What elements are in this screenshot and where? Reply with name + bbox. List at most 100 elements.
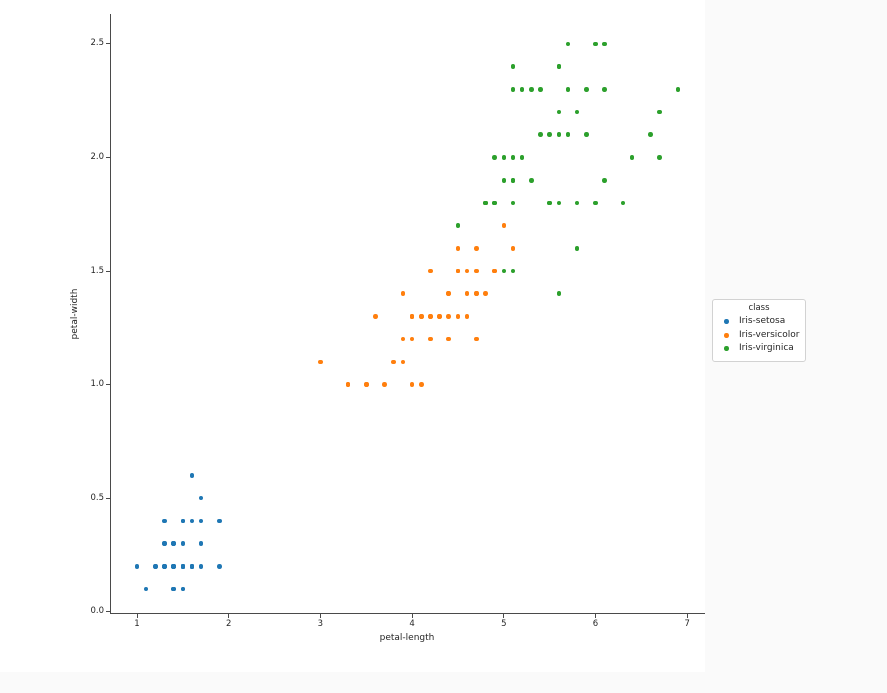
- data-point: [593, 200, 598, 206]
- data-point: [318, 359, 323, 365]
- data-point: [556, 109, 562, 115]
- data-point: [428, 268, 433, 274]
- x-tick-mark: [686, 614, 688, 618]
- data-point: [483, 291, 488, 297]
- data-point: [180, 541, 186, 546]
- data-point: [171, 563, 176, 569]
- data-point: [473, 336, 479, 342]
- data-point: [547, 200, 552, 206]
- data-point: [464, 314, 470, 319]
- y-tick-label: 0.5: [90, 492, 104, 503]
- x-tick-label: 5: [501, 619, 507, 629]
- data-point: [400, 359, 406, 365]
- data-point: [574, 200, 580, 206]
- data-point: [556, 132, 562, 138]
- data-point: [574, 246, 580, 251]
- data-point: [473, 268, 479, 274]
- data-point: [675, 87, 681, 92]
- data-point: [189, 563, 195, 569]
- data-point: [519, 155, 525, 160]
- data-point: [510, 246, 516, 251]
- chart-figure: 1 2 3 4 5 6 7 0.0 0.5 1.0 1.5 2.0 2.5 petal-length p…: [70, 14, 705, 643]
- data-point: [400, 291, 406, 297]
- data-point: [409, 382, 415, 387]
- y-tick-mark: [106, 611, 110, 613]
- data-point: [492, 268, 497, 274]
- data-point: [519, 87, 525, 92]
- data-point: [584, 132, 589, 138]
- data-point: [510, 200, 516, 206]
- data-point: [171, 586, 176, 592]
- x-tick-mark: [228, 614, 230, 618]
- data-point: [180, 563, 186, 569]
- data-point: [510, 64, 516, 69]
- x-tick-label: 3: [317, 619, 324, 629]
- x-tick-mark: [319, 614, 321, 618]
- data-point: [363, 382, 369, 387]
- y-tick-mark: [106, 43, 110, 45]
- data-point: [510, 155, 516, 160]
- data-point: [171, 541, 176, 546]
- data-point: [556, 64, 562, 69]
- data-point: [189, 518, 195, 524]
- data-point: [428, 336, 433, 342]
- legend-items: Iris-setosa Iris-versicolor Iris-virginica: [717, 315, 801, 356]
- data-point: [180, 586, 186, 592]
- x-tick-label: 2: [225, 619, 232, 629]
- data-point: [473, 246, 479, 251]
- data-point: [556, 291, 562, 297]
- legend-title: class: [748, 303, 770, 313]
- legend-item-label: Iris-setosa: [739, 316, 786, 327]
- data-point: [455, 246, 461, 251]
- legend-item-label: Iris-virginica: [739, 343, 794, 354]
- legend-swatch-icon: [724, 319, 729, 325]
- data-point: [602, 87, 607, 92]
- data-point: [529, 177, 534, 183]
- data-point: [217, 518, 222, 524]
- data-point: [473, 291, 479, 297]
- data-point: [501, 268, 507, 274]
- data-point: [345, 382, 351, 387]
- legend-item-label: Iris-versicolor: [739, 329, 800, 340]
- data-point: [483, 200, 488, 206]
- y-tick-label: 1.5: [90, 265, 104, 276]
- data-point: [529, 87, 534, 92]
- data-point: [446, 291, 452, 297]
- data-point: [382, 382, 387, 387]
- data-point: [455, 314, 461, 319]
- data-point: [189, 473, 195, 478]
- data-point: [565, 87, 571, 92]
- data-point: [428, 314, 433, 319]
- data-point: [602, 177, 607, 183]
- data-point: [180, 518, 186, 524]
- y-tick-label: 1.0: [90, 379, 104, 390]
- y-tick-label: 2.5: [90, 38, 104, 49]
- data-point: [455, 223, 461, 228]
- y-tick-label: 2.0: [90, 152, 104, 162]
- data-point: [547, 132, 552, 138]
- data-point: [629, 155, 635, 160]
- data-point: [602, 41, 607, 47]
- x-tick-mark: [411, 614, 413, 618]
- x-tick-label: 6: [592, 619, 599, 629]
- data-point: [501, 177, 507, 183]
- data-point: [565, 132, 571, 138]
- legend-item: Iris-setosa: [717, 315, 801, 329]
- data-point: [648, 132, 653, 138]
- data-point: [162, 518, 167, 524]
- data-point: [153, 563, 158, 569]
- data-point: [510, 87, 516, 92]
- y-tick-mark: [106, 497, 110, 499]
- data-point: [492, 155, 497, 160]
- data-point: [510, 268, 516, 274]
- legend-swatch-icon: [724, 332, 729, 338]
- data-point: [538, 132, 543, 138]
- data-point: [198, 518, 204, 524]
- data-point: [134, 563, 140, 569]
- data-point: [198, 495, 204, 501]
- x-axis-label: petal-length: [379, 633, 435, 643]
- data-point: [501, 223, 507, 228]
- data-point: [418, 314, 424, 319]
- legend-item: Iris-versicolor: [717, 329, 801, 343]
